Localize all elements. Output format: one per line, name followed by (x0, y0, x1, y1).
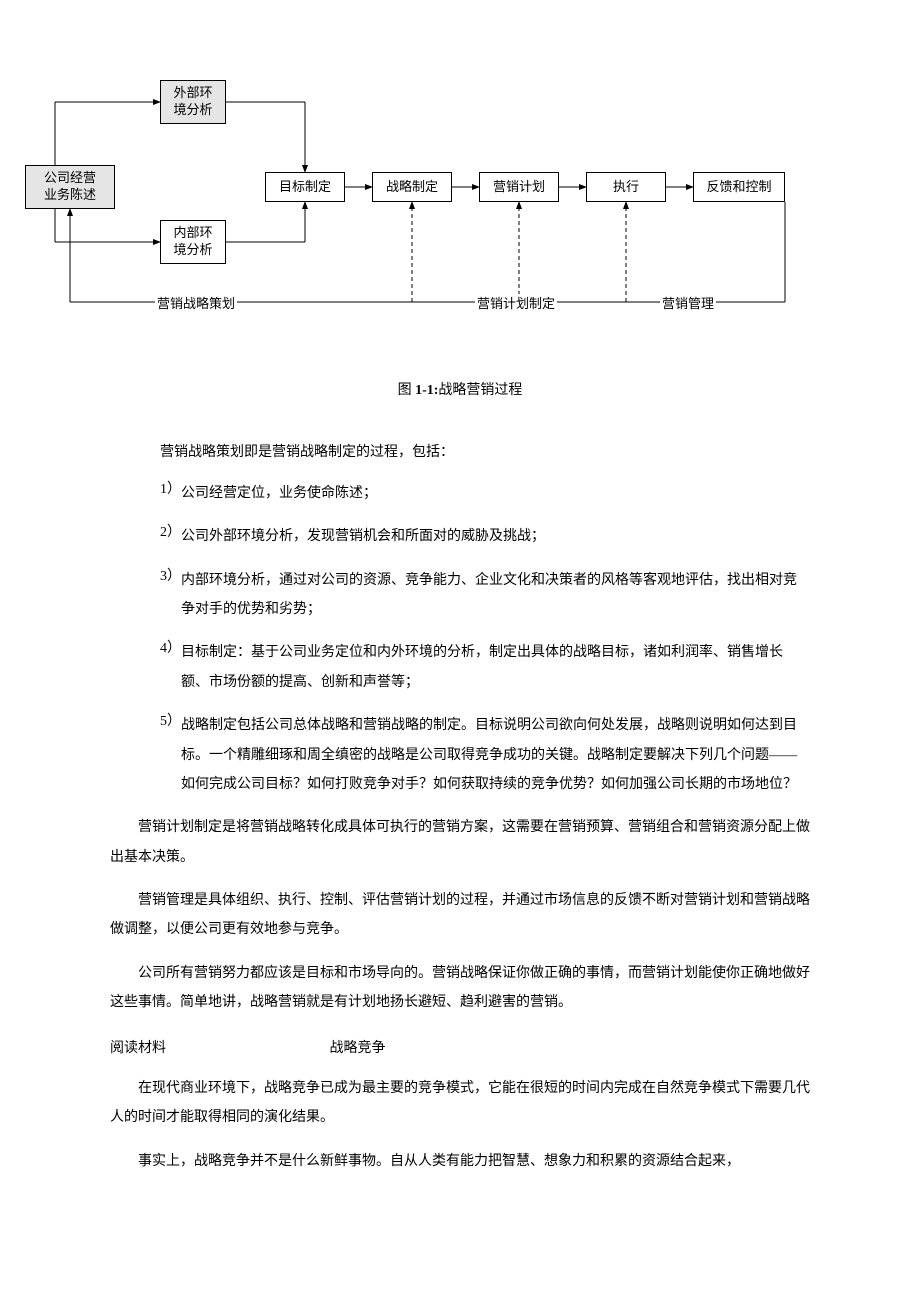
figure-caption: 图 1-1:战略营销过程 (110, 380, 810, 402)
list-num: 1） (160, 479, 181, 508)
reading-title: 战略竞争 (330, 1038, 386, 1060)
reading-paragraphs: 在现代商业环境下，战略竞争已成为最主要的竞争模式，它能在很短的时间内完成在自然竞… (110, 1074, 810, 1176)
caption-text: 战略营销过程 (438, 383, 522, 398)
list-num: 3） (160, 566, 181, 625)
list-text: 战略制定包括公司总体战略和营销战略的制定。目标说明公司欲向何处发展，战略则说明如… (181, 711, 810, 799)
reading-paragraph: 在现代商业环境下，战略竞争已成为最主要的竞争模式，它能在很短的时间内完成在自然竞… (110, 1074, 810, 1133)
flow-node: 营销计划 (479, 172, 559, 202)
list-item: 5）战略制定包括公司总体战略和营销战略的制定。目标说明公司欲向何处发展，战略则说… (160, 711, 810, 799)
list-text: 目标制定：基于公司业务定位和内外环境的分析，制定出具体的战略目标，诸如利润率、销… (181, 638, 810, 697)
paragraph: 营销管理是具体组织、执行、控制、评估营销计划的过程，并通过市场信息的反馈不断对营… (110, 886, 810, 945)
reading-heading: 阅读材料 战略竞争 (110, 1038, 810, 1060)
list-text: 公司外部环境分析，发现营销机会和所面对的威胁及挑战； (181, 522, 810, 551)
list-item: 1）公司经营定位，业务使命陈述； (160, 479, 810, 508)
ordered-list: 1）公司经营定位，业务使命陈述；2）公司外部环境分析，发现营销机会和所面对的威胁… (160, 479, 810, 800)
flow-node: 内部环境分析 (160, 220, 226, 264)
flow-node: 公司经营业务陈述 (25, 165, 115, 209)
caption-num: 1-1: (415, 383, 438, 398)
list-text: 内部环境分析，通过对公司的资源、竞争能力、企业文化和决策者的风格等客观地评估，找… (181, 566, 810, 625)
list-num: 2） (160, 522, 181, 551)
reading-paragraph: 事实上，战略竞争并不是什么新鲜事物。自从人类有能力把智慧、想象力和积累的资源结合… (110, 1147, 810, 1176)
reading-label: 阅读材料 (110, 1038, 166, 1060)
list-item: 4）目标制定：基于公司业务定位和内外环境的分析，制定出具体的战略目标，诸如利润率… (160, 638, 810, 697)
region-label: 营销战略策划 (155, 294, 237, 315)
flowchart-figure: 公司经营业务陈述外部环境分析内部环境分析目标制定战略制定营销计划执行反馈和控制营… (20, 50, 760, 330)
flow-node: 目标制定 (265, 172, 345, 202)
paragraph: 营销计划制定是将营销战略转化成具体可执行的营销方案，这需要在营销预算、营销组合和… (110, 813, 810, 872)
region-label: 营销计划制定 (475, 294, 557, 315)
flow-node: 反馈和控制 (693, 172, 785, 202)
flow-node: 外部环境分析 (160, 80, 226, 124)
paragraph: 公司所有营销努力都应该是目标和市场导向的。营销战略保证你做正确的事情，而营销计划… (110, 959, 810, 1018)
list-num: 4） (160, 638, 181, 697)
flow-node: 战略制定 (372, 172, 452, 202)
body-paragraphs: 营销计划制定是将营销战略转化成具体可执行的营销方案，这需要在营销预算、营销组合和… (110, 813, 810, 1017)
flow-node: 执行 (586, 172, 666, 202)
list-item: 3）内部环境分析，通过对公司的资源、竞争能力、企业文化和决策者的风格等客观地评估… (160, 566, 810, 625)
list-text: 公司经营定位，业务使命陈述； (181, 479, 810, 508)
region-label: 营销管理 (660, 294, 716, 315)
list-item: 2）公司外部环境分析，发现营销机会和所面对的威胁及挑战； (160, 522, 810, 551)
caption-prefix: 图 (398, 383, 416, 398)
intro-text: 营销战略策划即是营销战略制定的过程，包括： (160, 442, 810, 464)
list-num: 5） (160, 711, 181, 799)
